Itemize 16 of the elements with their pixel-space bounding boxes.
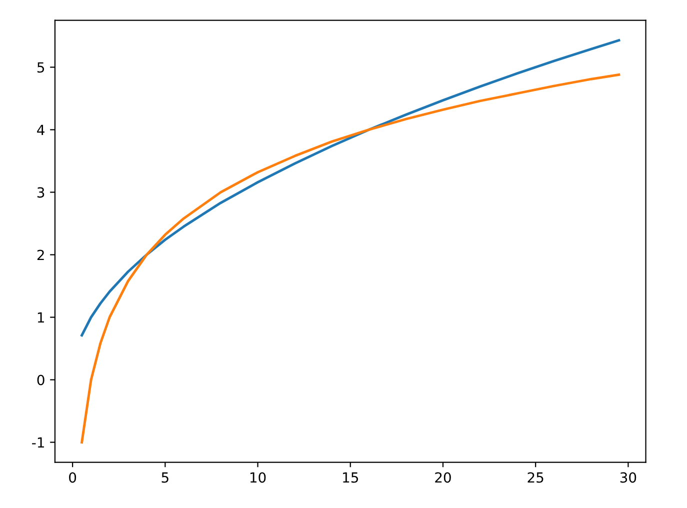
line-series: [80, 39, 620, 337]
x-tick-label: 25: [528, 472, 544, 483]
y-tick-label: 0: [37, 374, 44, 386]
x-tick-label: 20: [435, 472, 451, 483]
x-tick-label: 15: [343, 472, 358, 483]
y-tick-label: 4: [37, 124, 44, 135]
x-tick-label: 10: [250, 472, 266, 483]
y-tick-label: -1: [32, 437, 44, 448]
y-tick-label: 3: [37, 187, 44, 198]
y-tick-label: 1: [38, 312, 44, 323]
y-tick-label: 2: [37, 250, 44, 260]
x-tick-label: 5: [162, 472, 168, 483]
x-tick-label: 30: [620, 472, 636, 483]
y-tick-label: 5: [37, 62, 44, 73]
line-series: [80, 73, 620, 444]
x-tick-label: 0: [69, 472, 76, 483]
